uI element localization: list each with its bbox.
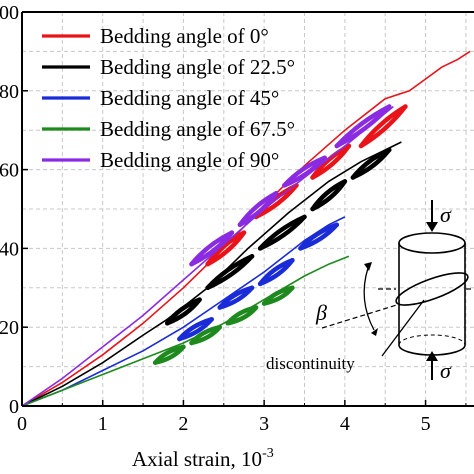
legend-label-2: Bedding angle of 45° (100, 86, 279, 110)
y-tick-label: 60 (0, 160, 19, 182)
x-axis-title-exponent: -3 (262, 446, 274, 461)
discontinuity-pointer (381, 299, 425, 357)
series-1-cycle-3-unload (310, 179, 348, 212)
series-2-cycle-2-unload (257, 257, 295, 287)
series-4 (21, 104, 394, 407)
y-tick-label: 0 (9, 396, 19, 418)
series-1-cycle-0-unload (165, 297, 202, 326)
legend-label-0: Bedding angle of 0° (100, 24, 269, 48)
sigma-top-label: σ (440, 202, 452, 227)
series-2-cycle-0-unload (177, 317, 214, 342)
series-0-cycle-3-unload (358, 104, 408, 149)
x-axis-title: Axial strain, 10-3 (132, 446, 274, 471)
discontinuity-label: discontinuity (266, 354, 355, 373)
series-3-cycle-0-unload (152, 344, 186, 365)
series-0-cycle-1-unload (253, 183, 299, 220)
legend: Bedding angle of 0° Bedding angle of 22.5… (42, 24, 295, 172)
legend-label-3: Bedding angle of 67.5° (100, 117, 295, 141)
bottom-load-arrow (426, 351, 438, 380)
tick-labels: 0 1 2 3 4 5 0 20 40 60 80 100 (0, 2, 467, 435)
series-3 (21, 255, 350, 407)
x-tick-label: 5 (421, 413, 431, 435)
series-3-cycle-1-unload (189, 324, 222, 346)
series-2 (21, 216, 346, 407)
series-1 (21, 141, 402, 407)
beta-label: β (315, 300, 327, 325)
x-axis-title-text: Axial strain, 10 (132, 447, 262, 471)
series-1-cycle-4-unload (350, 147, 392, 180)
y-tick-label: 80 (0, 81, 19, 103)
x-tick-label: 1 (98, 413, 108, 435)
x-tick-label: 0 (17, 413, 27, 435)
sigma-bottom-label: σ (440, 358, 452, 383)
y-tick-label: 100 (0, 2, 19, 24)
y-tick-label: 20 (0, 317, 19, 339)
top-load-arrow (426, 200, 438, 232)
specimen-diagram: σ β discontinuity σ (266, 200, 474, 383)
x-tick-label: 2 (178, 413, 188, 435)
series-4-cycle-2-unload (282, 155, 327, 188)
series-4-cycle-3-unload (334, 104, 392, 149)
series-3-cycle-2-unload (225, 305, 259, 326)
series-4-cycle-1-unload (237, 190, 279, 228)
x-tick-label: 3 (259, 413, 269, 435)
series-curves (21, 50, 471, 407)
series-3-cycle-3-unload (261, 285, 295, 306)
series-4-cycle-0-unload (189, 230, 235, 267)
axes-frame (21, 11, 474, 407)
series-1-cycle-2-unload (257, 214, 307, 251)
series-2-cycle-1-unload (217, 285, 255, 310)
series-2-cycle-3-unload (298, 222, 340, 251)
series-0-cycle-2-unload (310, 143, 352, 180)
series-0-cycle-0-unload (205, 230, 247, 267)
x-tick-label: 4 (340, 413, 350, 435)
legend-label-4: Bedding angle of 90° (100, 148, 279, 172)
y-tick-label: 40 (0, 238, 19, 260)
legend-label-1: Bedding angle of 22.5° (100, 55, 295, 79)
series-1-cycle-1-unload (205, 254, 255, 291)
